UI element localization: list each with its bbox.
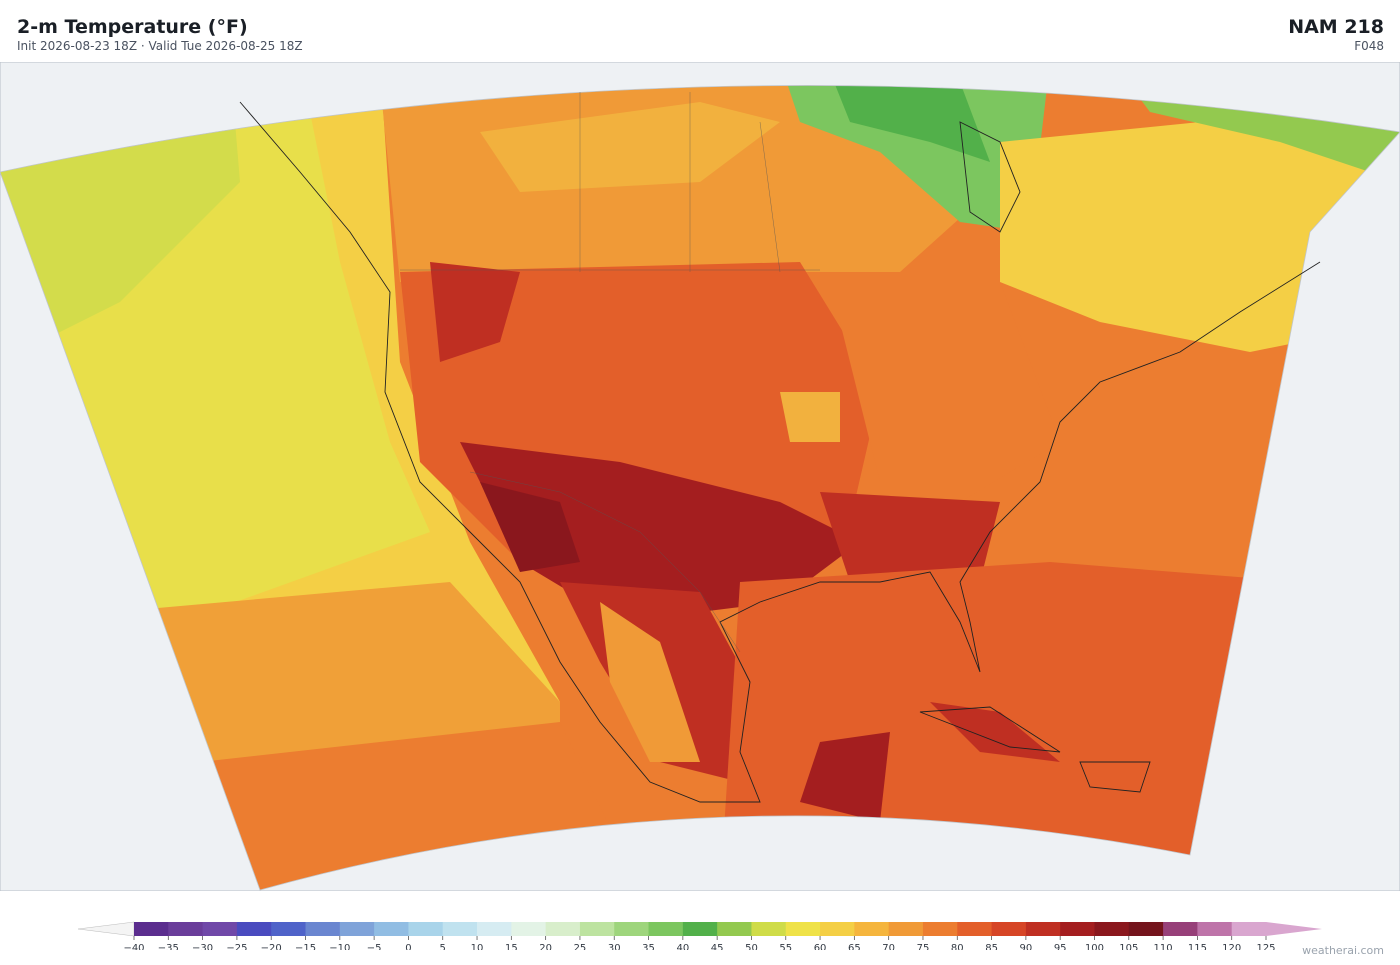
colorbar-segment [1163,922,1198,936]
colorbar-tick-label: 105 [1119,943,1138,950]
map-subtitle: Init 2026-08-23 18Z · Valid Tue 2026-08-… [17,39,303,53]
colorbar-segment [1231,922,1267,936]
colorbar-tick-label: 45 [711,943,724,950]
colorbar-tick-label: −25 [226,943,247,950]
colorbar-tick-label: 10 [471,943,484,950]
colorbar-segment [579,922,615,936]
colorbar-segment [134,922,169,936]
colorbar-tick-label: −5 [367,943,382,950]
colorbar-tick-label: 20 [539,943,552,950]
colorbar-under [77,921,135,937]
colorbar-tick-label: 110 [1154,943,1173,950]
colorbar-segment [1197,922,1233,936]
colorbar-segment [545,922,581,936]
colorbar-over [1266,922,1322,936]
colorbar-segment [305,922,341,936]
colorbar-segment [922,922,958,936]
colorbar-tick-label: 65 [848,943,861,950]
colorbar-tick-label: 80 [951,943,964,950]
colorbar-tick-label: 85 [985,943,998,950]
colorbar-segment [1094,922,1130,936]
colorbar-tick-label: 5 [440,943,446,950]
colorbar-segment [1128,922,1164,936]
colorbar-segment [236,922,272,936]
colorbar-tick-label: 120 [1222,943,1241,950]
colorbar-segment [717,922,752,936]
colorbar-tick-label: −35 [158,943,179,950]
colorbar-segment [648,922,684,936]
colorbar-segment [271,922,307,936]
colorbar-segment [785,922,821,936]
model-name: NAM 218 [1288,16,1384,38]
colorbar-tick-label: 70 [882,943,895,950]
colorbar-segment [1060,922,1095,936]
colorbar-segment [374,922,409,936]
colorbar-tick-label: 100 [1085,943,1104,950]
colorbar-segment [614,922,650,936]
colorbar-segment [751,922,787,936]
colorbar-tick-label: 75 [917,943,930,950]
colorbar-segment [682,922,718,936]
colorbar-segment [888,922,924,936]
forecast-hour: F048 [1354,39,1384,53]
colorbar-tick-label: 95 [1054,943,1067,950]
colorbar-segment [477,922,512,936]
domain-edge [0,85,1400,891]
borders [400,92,820,653]
colorbar-tick-label: 55 [779,943,792,950]
colorbar-segment [168,922,204,936]
colorbar-segment [854,922,890,936]
colorbar-tick-label: 30 [608,943,621,950]
colorbar-tick-label: 90 [1020,943,1033,950]
colorbar-tick-label: 125 [1256,943,1275,950]
colorbar-segment [820,922,855,936]
colorbar-tick-label: −30 [192,943,213,950]
colorbar: −40 −35 −30 −25 −20 −15 −10 −5 0 5 10 15 20 25 30 35 40 4… [77,921,1322,950]
colorbar-tick-label: 115 [1188,943,1207,950]
colorbar-segment [442,922,478,936]
colorbar-segment [339,922,375,936]
colorbar-segment [1025,922,1061,936]
colorbar-segment [957,922,993,936]
watermark: weatherai.com [1302,944,1384,957]
colorbar-tick-label: −15 [295,943,316,950]
colorbar-tick-label: −10 [329,943,350,950]
colorbar-segment [202,922,238,936]
colorbar-tick-label: 60 [814,943,827,950]
colorbar-segment [511,922,547,936]
colorbar-tick-label: 35 [642,943,655,950]
map [0,62,1400,891]
colorbar-tick-label: 40 [676,943,689,950]
colorbar-tick-label: −40 [123,943,144,950]
colorbar-tick-label: 0 [405,943,411,950]
colorbar-segment [991,922,1027,936]
colorbar-tick-label: 50 [745,943,758,950]
colorbar-tick-label: −20 [261,943,282,950]
colorbar-segment [408,922,444,936]
colorbar-tick-label: 25 [574,943,587,950]
colorbar-tick-label: 15 [505,943,518,950]
map-title: 2-m Temperature (°F) [17,16,248,38]
